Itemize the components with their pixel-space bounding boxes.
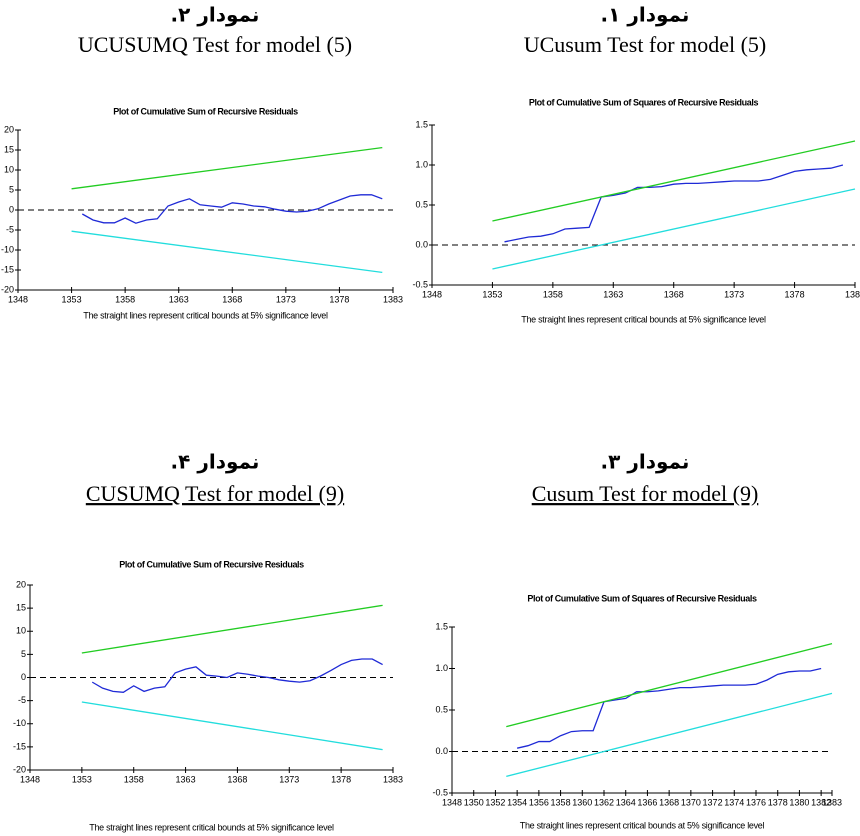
x-tick-label: 1358 <box>115 294 135 304</box>
x-tick-label: 1378 <box>329 294 349 304</box>
x-tick-label: 1348 <box>20 774 40 784</box>
x-tick-label: 1360 <box>572 797 592 807</box>
x-tick-label: 1383 <box>822 797 842 807</box>
y-tick-label: -20 <box>13 764 26 774</box>
series-line <box>82 702 383 750</box>
x-tick-label: 1383 <box>845 289 860 299</box>
chart-note: The straight lines represent critical bo… <box>89 822 334 832</box>
chart-title: Plot of Cumulative Sum of Squares of Rec… <box>529 97 759 107</box>
subtitle: UCusum Test for model (5) <box>524 32 766 57</box>
y-tick-label: 20 <box>4 124 14 134</box>
x-tick-label: 1356 <box>529 797 549 807</box>
series-line <box>82 195 382 223</box>
chart-title: Plot of Cumulative Sum of Recursive Resi… <box>119 559 304 569</box>
x-tick-label: 1372 <box>703 797 723 807</box>
x-tick-label: 1368 <box>227 774 247 784</box>
series-line <box>492 141 855 221</box>
y-tick-label: 15 <box>4 144 14 154</box>
y-tick-label: 5 <box>21 649 26 659</box>
y-tick-label: 1.0 <box>415 159 428 169</box>
chart-note: The straight lines represent critical bo… <box>520 820 765 830</box>
x-tick-label: 1368 <box>664 289 684 299</box>
x-tick-label: 1366 <box>637 797 657 807</box>
y-tick-label: 5 <box>9 184 14 194</box>
heading: نمودار ۴. <box>171 450 260 474</box>
x-tick-label: 1374 <box>724 797 744 807</box>
x-tick-label: 1353 <box>72 774 92 784</box>
x-tick-label: 1378 <box>768 797 788 807</box>
series-line <box>506 693 832 776</box>
subtitle: Cusum Test for model (9) <box>532 481 759 506</box>
heading: نمودار ۲. <box>171 3 260 27</box>
x-tick-label: 1364 <box>616 797 636 807</box>
chart-title: Plot of Cumulative Sum of Recursive Resi… <box>113 106 298 116</box>
series-line <box>92 659 382 692</box>
x-tick-label: 1376 <box>746 797 766 807</box>
x-tick-label: 1363 <box>603 289 623 299</box>
y-tick-label: -0.5 <box>432 787 448 797</box>
y-tick-label: -10 <box>13 718 26 728</box>
y-tick-label: 0.5 <box>415 199 428 209</box>
x-tick-label: 1348 <box>442 797 462 807</box>
x-tick-label: 1370 <box>681 797 701 807</box>
x-tick-label: 1348 <box>8 294 28 304</box>
x-tick-label: 1380 <box>789 797 809 807</box>
x-tick-label: 1358 <box>543 289 563 299</box>
y-tick-label: -15 <box>13 741 26 751</box>
y-tick-label: -0.5 <box>412 279 428 289</box>
series-line <box>492 189 855 269</box>
x-tick-label: 1363 <box>169 294 189 304</box>
subtitle: CUSUMQ Test for model (9) <box>86 481 344 506</box>
y-tick-label: 1.5 <box>435 621 448 631</box>
series-line <box>72 231 383 272</box>
x-tick-label: 1373 <box>276 294 296 304</box>
heading: نمودار ۱. <box>601 3 690 27</box>
chart-title: Plot of Cumulative Sum of Squares of Rec… <box>527 593 757 603</box>
y-tick-label: 1.5 <box>415 119 428 129</box>
x-tick-label: 1363 <box>176 774 196 784</box>
series-line <box>506 644 832 727</box>
series-line <box>82 605 383 653</box>
y-tick-label: 15 <box>16 603 26 613</box>
x-tick-label: 1354 <box>507 797 527 807</box>
x-tick-label: 1358 <box>551 797 571 807</box>
page: نمودار ۱. UCusum Test for model (5) Plot o… <box>0 0 860 836</box>
x-tick-label: 1358 <box>124 774 144 784</box>
y-tick-label: -15 <box>1 264 14 274</box>
chart-note: The straight lines represent critical bo… <box>521 314 766 324</box>
x-tick-label: 1353 <box>482 289 502 299</box>
y-tick-label: 10 <box>16 626 26 636</box>
x-tick-label: 1352 <box>485 797 505 807</box>
x-tick-label: 1383 <box>383 774 403 784</box>
x-tick-label: 1368 <box>222 294 242 304</box>
x-tick-label: 1362 <box>594 797 614 807</box>
y-tick-label: 1.0 <box>435 663 448 673</box>
y-tick-label: -10 <box>1 244 14 254</box>
y-tick-label: 0.0 <box>435 746 448 756</box>
y-tick-label: 0.5 <box>435 704 448 714</box>
y-tick-label: 10 <box>4 164 14 174</box>
series-line <box>72 148 383 189</box>
y-tick-label: -5 <box>6 224 14 234</box>
heading: نمودار ۳. <box>601 450 690 474</box>
x-tick-label: 1348 <box>422 289 442 299</box>
x-tick-label: 1368 <box>659 797 679 807</box>
x-tick-label: 1353 <box>62 294 82 304</box>
y-tick-label: -5 <box>18 695 26 705</box>
x-tick-label: 1378 <box>331 774 351 784</box>
chart-note: The straight lines represent critical bo… <box>83 310 328 320</box>
y-tick-label: 20 <box>16 579 26 589</box>
y-tick-label: 0.0 <box>415 239 428 249</box>
y-tick-label: 0 <box>9 204 14 214</box>
x-tick-label: 1373 <box>279 774 299 784</box>
x-tick-label: 1350 <box>464 797 484 807</box>
x-tick-label: 1383 <box>383 294 403 304</box>
y-tick-label: 0 <box>21 672 26 682</box>
x-tick-label: 1378 <box>785 289 805 299</box>
y-tick-label: -20 <box>1 284 14 294</box>
subtitle: UCUSUMQ Test for model (5) <box>78 32 352 57</box>
x-tick-label: 1373 <box>724 289 744 299</box>
